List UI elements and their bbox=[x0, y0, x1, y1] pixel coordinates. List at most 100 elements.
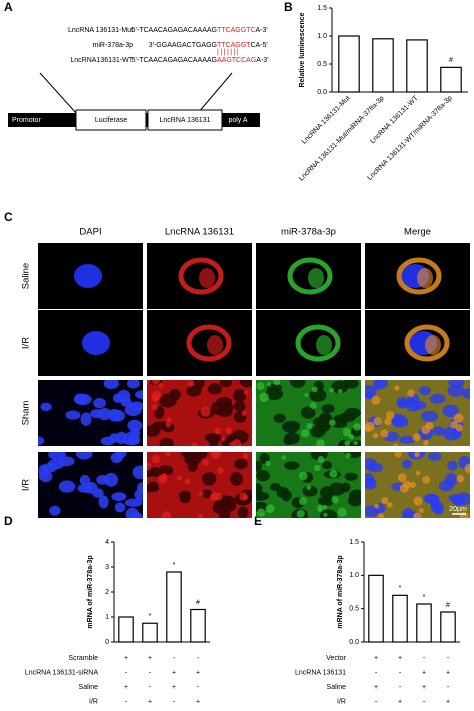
condition-sign: + bbox=[196, 698, 200, 705]
texture bbox=[304, 392, 309, 398]
condition-label: Saline bbox=[79, 684, 99, 691]
micrograph bbox=[38, 452, 143, 518]
sequence-name: miR-378a-3p bbox=[93, 42, 134, 49]
texture bbox=[198, 491, 204, 496]
bar bbox=[166, 571, 182, 643]
texture bbox=[243, 495, 248, 501]
significance-mark: * bbox=[399, 585, 402, 592]
texture bbox=[321, 404, 335, 414]
sequence-tail: TTCAGGTCA-3' bbox=[217, 27, 268, 34]
texture bbox=[201, 489, 213, 499]
texture bbox=[147, 462, 152, 471]
condition-sign: - bbox=[423, 698, 426, 705]
column-header: LncRNA 136131 bbox=[165, 227, 234, 238]
texture bbox=[412, 400, 427, 411]
texture bbox=[394, 452, 402, 458]
condition-sign: - bbox=[197, 684, 200, 691]
texture bbox=[237, 506, 249, 518]
binding-site: TTCAGGTC bbox=[217, 27, 256, 34]
condition-label: LncRNA 136131-siRNA bbox=[25, 669, 98, 676]
micrograph bbox=[256, 452, 361, 518]
micrograph bbox=[147, 243, 252, 309]
texture bbox=[399, 435, 416, 444]
y-tick-label: 1.0 bbox=[317, 33, 327, 40]
texture bbox=[298, 497, 307, 506]
row-label: I/R bbox=[21, 337, 32, 349]
texture bbox=[343, 380, 359, 389]
texture bbox=[419, 508, 424, 513]
texture bbox=[415, 470, 421, 476]
lncrna-box bbox=[147, 109, 223, 131]
condition-sign: + bbox=[148, 698, 152, 705]
texture bbox=[165, 421, 171, 428]
nucleus bbox=[82, 331, 110, 355]
sequence-prefix: 5'-TCAACAGAGACAAAAG bbox=[132, 57, 217, 64]
texture bbox=[147, 484, 160, 493]
texture bbox=[256, 470, 270, 482]
texture bbox=[337, 507, 347, 517]
texture bbox=[409, 481, 417, 489]
condition-sign: + bbox=[124, 655, 128, 662]
texture bbox=[459, 511, 469, 518]
texture bbox=[317, 495, 335, 507]
texture bbox=[219, 380, 233, 388]
micrograph bbox=[38, 243, 143, 309]
texture bbox=[385, 410, 395, 420]
texture bbox=[353, 423, 361, 431]
texture bbox=[317, 455, 325, 463]
construct-label: LncRNA 136131 bbox=[160, 117, 211, 124]
texture bbox=[329, 469, 338, 478]
cell-signal bbox=[207, 335, 223, 355]
texture bbox=[256, 508, 266, 517]
texture bbox=[328, 419, 336, 426]
texture bbox=[127, 419, 143, 432]
sequence-name: LncRNA136131-WT bbox=[70, 57, 133, 64]
bar bbox=[372, 38, 394, 93]
row-label: Saline bbox=[21, 263, 32, 289]
texture bbox=[365, 458, 377, 471]
condition-label: I/R bbox=[89, 698, 98, 705]
condition-sign: - bbox=[173, 655, 176, 662]
texture bbox=[110, 452, 123, 464]
texture bbox=[380, 429, 389, 438]
texture bbox=[397, 473, 407, 482]
texture bbox=[265, 504, 275, 514]
texture bbox=[47, 459, 65, 470]
texture bbox=[309, 402, 317, 410]
texture bbox=[232, 439, 242, 446]
texture bbox=[348, 434, 354, 440]
texture bbox=[179, 492, 191, 504]
texture bbox=[372, 432, 379, 439]
row-label: Sham bbox=[21, 401, 32, 426]
condition-label: LncRNA 136131 bbox=[295, 669, 346, 676]
texture bbox=[111, 492, 127, 502]
texture bbox=[184, 478, 191, 485]
condition-sign: - bbox=[197, 655, 200, 662]
texture bbox=[158, 382, 164, 388]
texture bbox=[365, 477, 377, 490]
micrograph bbox=[256, 310, 361, 376]
texture bbox=[266, 383, 282, 392]
condition-label: Saline bbox=[327, 684, 347, 691]
scale-bar-label: 20μm bbox=[449, 506, 467, 513]
texture bbox=[135, 390, 143, 399]
texture bbox=[152, 380, 160, 385]
condition-label: Vector bbox=[326, 655, 347, 662]
texture bbox=[371, 395, 381, 405]
texture bbox=[122, 432, 140, 446]
micrograph bbox=[147, 310, 252, 376]
texture bbox=[137, 482, 143, 494]
texture bbox=[316, 439, 325, 446]
cell-signal bbox=[417, 268, 433, 288]
texture bbox=[200, 406, 211, 417]
cell-signal bbox=[186, 324, 232, 362]
texture bbox=[320, 486, 334, 500]
texture bbox=[207, 383, 222, 395]
texture bbox=[104, 472, 119, 487]
texture bbox=[384, 417, 392, 426]
texture bbox=[132, 465, 143, 480]
y-tick-label: 3 bbox=[105, 564, 109, 571]
texture bbox=[210, 492, 219, 502]
texture bbox=[402, 480, 412, 490]
texture bbox=[427, 452, 442, 461]
